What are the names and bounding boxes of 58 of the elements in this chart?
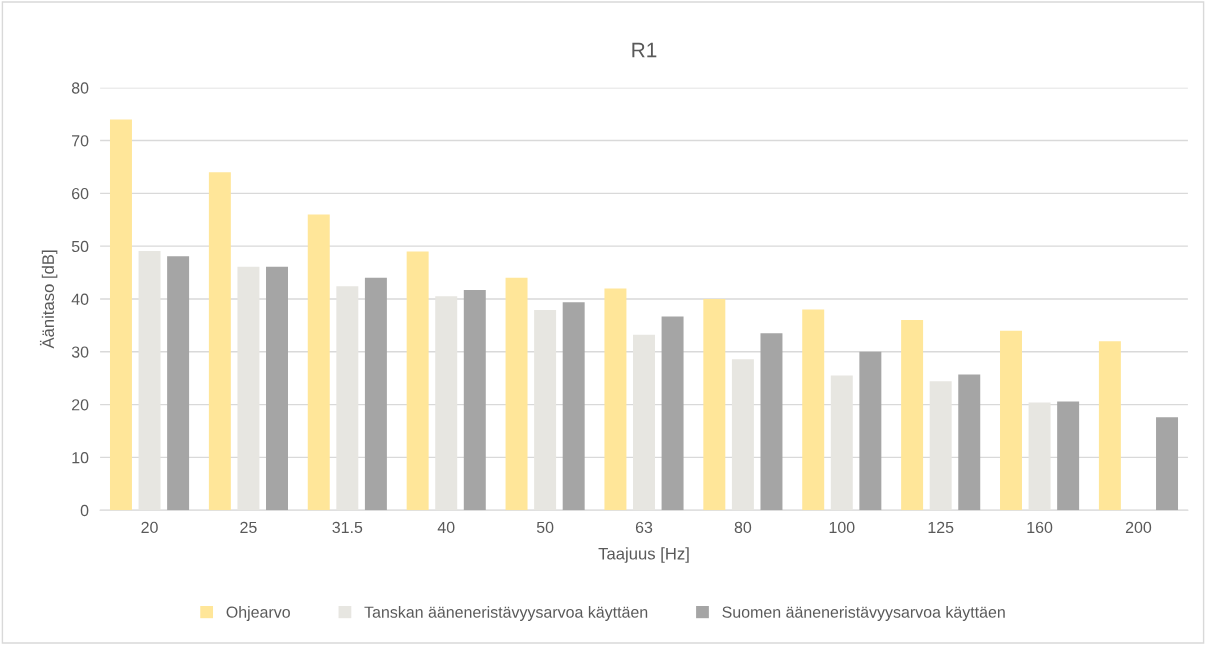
bar xyxy=(731,359,754,511)
bar xyxy=(661,316,684,511)
bar xyxy=(237,266,260,511)
y-tick-label: 0 xyxy=(80,504,89,517)
y-tick-label: 60 xyxy=(72,187,89,200)
legend-label: Suomen ääneneristävyysarvoa käyttäen xyxy=(722,606,1005,621)
bar xyxy=(364,277,387,511)
x-tick-label: 31.5 xyxy=(332,521,363,534)
legend-label: Tanskan ääneneristävyysarvoa käyttäen xyxy=(364,606,648,621)
bar xyxy=(109,119,132,511)
bar xyxy=(138,250,161,511)
y-tick-label: 20 xyxy=(72,399,89,411)
bar xyxy=(534,310,557,511)
x-tick-label: 80 xyxy=(734,521,752,534)
x-tick-label: 63 xyxy=(635,521,653,534)
bar xyxy=(901,320,924,511)
x-tick-label: 40 xyxy=(437,521,455,534)
bar xyxy=(266,266,288,511)
bar xyxy=(830,375,853,511)
x-tick-label: 200 xyxy=(1125,521,1152,534)
bar xyxy=(760,333,783,511)
x-tick-label: 160 xyxy=(1027,521,1053,534)
y-tick-label: 10 xyxy=(72,452,89,464)
bar xyxy=(1156,417,1179,511)
bar xyxy=(406,251,429,511)
bar xyxy=(562,302,585,511)
bar xyxy=(435,296,458,511)
y-tick-label: 50 xyxy=(71,240,89,253)
bar xyxy=(604,288,627,511)
bar xyxy=(1000,330,1022,511)
bar xyxy=(463,289,486,511)
bar xyxy=(929,381,952,511)
x-axis-title: Taajuus [Hz] xyxy=(598,547,689,563)
y-tick-label: 40 xyxy=(71,293,89,305)
legend-label: Ohjearvo xyxy=(226,606,290,621)
bar xyxy=(703,298,726,511)
bar xyxy=(1098,341,1121,511)
bar xyxy=(859,351,882,511)
y-axis-title: Äänitaso [dB] xyxy=(39,250,58,349)
bar xyxy=(1057,401,1080,511)
y-tick-label: 80 xyxy=(71,82,89,94)
bar xyxy=(336,286,359,511)
y-tick-label: 70 xyxy=(72,135,89,147)
x-tick-label: 25 xyxy=(240,521,257,534)
x-tick-label: 125 xyxy=(928,521,954,534)
bar xyxy=(633,334,655,511)
bar xyxy=(208,172,231,511)
bar xyxy=(802,309,825,511)
bar xyxy=(958,374,981,511)
bar xyxy=(505,277,528,511)
x-tick-label: 20 xyxy=(141,521,158,534)
chart-title: R1 xyxy=(632,42,657,58)
y-tick-label: 30 xyxy=(71,346,89,358)
bar xyxy=(1028,402,1051,511)
x-tick-label: 100 xyxy=(829,521,855,534)
bar xyxy=(307,214,330,511)
bar xyxy=(167,256,190,511)
x-tick-label: 50 xyxy=(536,521,554,534)
